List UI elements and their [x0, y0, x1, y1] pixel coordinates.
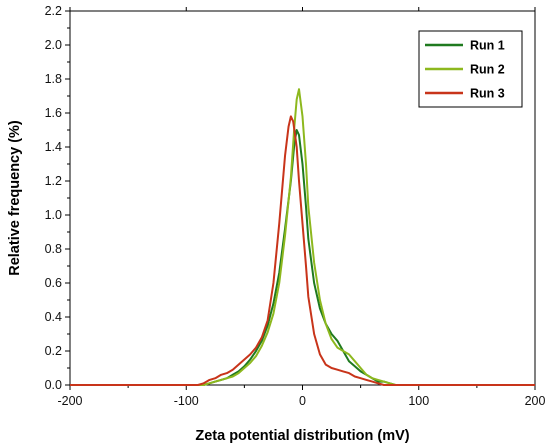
legend-label-2: Run 2 — [470, 63, 505, 77]
y-tick-label: 0.0 — [45, 378, 62, 392]
series-line-3 — [70, 115, 535, 386]
x-tick-label: -200 — [57, 394, 82, 408]
y-tick-label: 0.4 — [45, 310, 62, 324]
y-tick-label: 1.6 — [45, 106, 62, 120]
legend-label-1: Run 1 — [470, 39, 505, 53]
x-axis-title: Zeta potential distribution (mV) — [195, 428, 409, 444]
y-tick-label: 1.2 — [45, 174, 62, 188]
x-tick-label: 100 — [408, 394, 429, 408]
legend-label-3: Run 3 — [470, 87, 505, 101]
y-tick-label: 2.2 — [45, 4, 62, 18]
y-tick-label: 1.0 — [45, 208, 62, 222]
y-tick-label: 0.8 — [45, 242, 62, 256]
y-tick-label: 0.6 — [45, 276, 62, 290]
x-tick-label: 200 — [525, 394, 546, 408]
y-tick-label: 0.2 — [45, 344, 62, 358]
legend: Run 1 Run 2 Run 3 — [418, 30, 523, 108]
series-line-2 — [70, 88, 535, 386]
y-axis-title: Relative frequency (%) — [7, 120, 23, 276]
series-line-1 — [70, 129, 535, 386]
x-tick-label: -100 — [174, 394, 199, 408]
axis-ticks: -200 -100 0 100 200 0.0 0.2 0.4 0.6 0.8 1.0 1.2 1.4 1… — [45, 4, 546, 408]
y-tick-label: 1.8 — [45, 72, 62, 86]
x-tick-label: 0 — [299, 394, 306, 408]
series-lines — [70, 88, 535, 386]
y-tick-label: 2.0 — [45, 38, 62, 52]
y-tick-label: 1.4 — [45, 140, 62, 154]
